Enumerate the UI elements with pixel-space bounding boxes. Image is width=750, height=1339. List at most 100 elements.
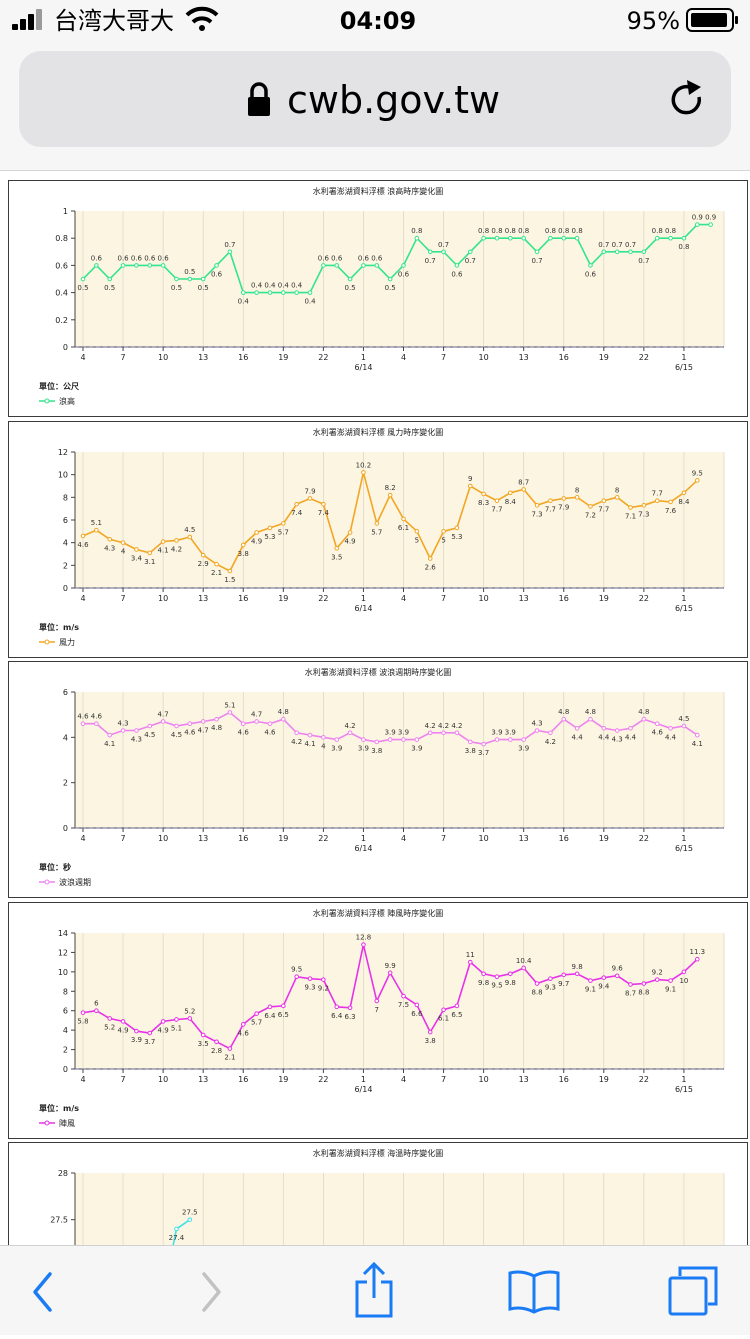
- wind-speed-chart-panel: 水利署澎湖資料浮標 風力時序變化圖 0 2 4 6 8 10 12 4 7 10 13 16 19 22 1 4…: [8, 421, 748, 658]
- data-point: [441, 529, 446, 534]
- data-point: [561, 972, 567, 978]
- data-point: [508, 737, 513, 742]
- share-icon[interactable]: [355, 1261, 393, 1318]
- data-label: 2.8: [211, 1047, 222, 1055]
- data-point: [481, 741, 486, 747]
- data-label: 4.2: [291, 738, 302, 746]
- data-point: [174, 538, 179, 543]
- data-label: 4.5: [144, 731, 155, 739]
- sea-temp-chart: 水利署澎湖資料浮標 海溫時序變化圖26.52727.52826.726.726.…: [50, 1148, 725, 1245]
- data-point: [574, 235, 580, 241]
- data-label: 7.1: [625, 513, 636, 521]
- y-tick-label: 0.6: [55, 261, 68, 270]
- data-label: 4.2: [345, 722, 356, 730]
- data-point: [681, 723, 687, 729]
- data-point: [601, 498, 607, 504]
- data-point: [414, 235, 420, 241]
- x-tick-label: 22: [639, 353, 649, 362]
- data-point: [534, 249, 540, 255]
- data-label: 8.3: [478, 499, 489, 507]
- data-point: [254, 719, 259, 724]
- y-tick-label: 4: [63, 1026, 68, 1035]
- data-point: [694, 478, 700, 483]
- data-point: [588, 263, 593, 268]
- data-point: [467, 249, 473, 255]
- data-point: [227, 710, 233, 715]
- x-tick-label: 16: [559, 594, 569, 603]
- data-label: 0.8: [505, 227, 516, 235]
- x-tick-label: 7: [441, 834, 446, 843]
- x-tick-label: 19: [278, 594, 288, 603]
- x-tick-label: 7: [441, 353, 446, 362]
- data-label: 4.3: [531, 720, 542, 728]
- x-tick-label: 10: [158, 594, 168, 603]
- data-point: [227, 568, 233, 574]
- data-point: [294, 290, 299, 295]
- data-label: 9.5: [491, 982, 502, 990]
- data-point: [654, 498, 660, 504]
- forward-icon[interactable]: [202, 1272, 221, 1312]
- data-point: [347, 530, 353, 535]
- data-label: 5.8: [77, 1018, 88, 1026]
- data-point: [147, 550, 153, 556]
- data-label: 4.6: [652, 729, 664, 737]
- data-label: 7.7: [491, 506, 502, 514]
- data-label: 6.1: [398, 524, 409, 532]
- data-label: 4.2: [451, 722, 462, 730]
- data-point: [174, 1226, 179, 1232]
- web-content: 水利署澎湖資料浮標 浪高時序變化圖 0 0.2 0.4 0.6 0.8 1 4 7 10 13 16 1…: [0, 171, 750, 1245]
- unit-label: 單位：公尺: [39, 381, 79, 391]
- legend-marker: [44, 639, 50, 645]
- battery-percent: 95%: [627, 7, 680, 35]
- x-tick-label: 16: [559, 1075, 569, 1084]
- data-label: 5.3: [264, 533, 275, 541]
- data-point: [200, 719, 206, 724]
- x-tick-label: 4: [80, 1075, 85, 1084]
- data-point: [387, 737, 393, 742]
- date-label: 6/14: [354, 1085, 372, 1094]
- data-point: [240, 1022, 246, 1027]
- data-point: [307, 976, 313, 981]
- data-point: [281, 521, 286, 526]
- data-point: [347, 730, 353, 736]
- data-point: [307, 496, 313, 501]
- chart-title: 水利署澎湖資料浮標 波浪週期時序變化圖: [305, 667, 452, 677]
- address-bar[interactable]: cwb.gov.tw: [19, 51, 731, 147]
- data-label: 5.1: [224, 701, 235, 709]
- data-point: [534, 981, 540, 986]
- y-tick-label: 0: [63, 1065, 68, 1074]
- data-point: [160, 263, 166, 268]
- lock-icon: [248, 82, 270, 116]
- data-point: [254, 290, 259, 295]
- data-point: [147, 723, 153, 729]
- y-tick-label: 10: [58, 968, 68, 977]
- data-point: [94, 527, 99, 533]
- data-point: [94, 263, 99, 268]
- bookmarks-icon[interactable]: [508, 1270, 560, 1314]
- y-tick-label: 1: [63, 207, 68, 216]
- data-label: 4: [321, 742, 326, 750]
- data-label: 3.5: [198, 1040, 209, 1048]
- tabs-icon[interactable]: [668, 1266, 718, 1316]
- data-label: 7.9: [304, 487, 315, 495]
- data-point: [174, 723, 179, 729]
- data-label: 0.8: [678, 243, 689, 251]
- data-point: [548, 730, 553, 736]
- data-point: [387, 970, 393, 976]
- data-label: 0.6: [331, 254, 343, 262]
- y-tick-label: 2: [63, 1046, 68, 1055]
- date-label: 6/15: [675, 363, 693, 372]
- data-label: 4.2: [425, 722, 436, 730]
- reload-icon[interactable]: [671, 80, 702, 115]
- data-label: 0.7: [598, 241, 609, 249]
- x-tick-label: 4: [80, 834, 85, 843]
- data-label: 0.6: [358, 254, 370, 262]
- x-tick-label: 22: [318, 594, 328, 603]
- data-point: [174, 1017, 179, 1022]
- data-label: 4.7: [251, 710, 262, 718]
- data-point: [574, 971, 580, 977]
- back-icon[interactable]: [33, 1272, 52, 1312]
- data-label: 0.4: [238, 298, 250, 306]
- x-tick-label: 13: [519, 353, 529, 362]
- data-point: [321, 501, 326, 507]
